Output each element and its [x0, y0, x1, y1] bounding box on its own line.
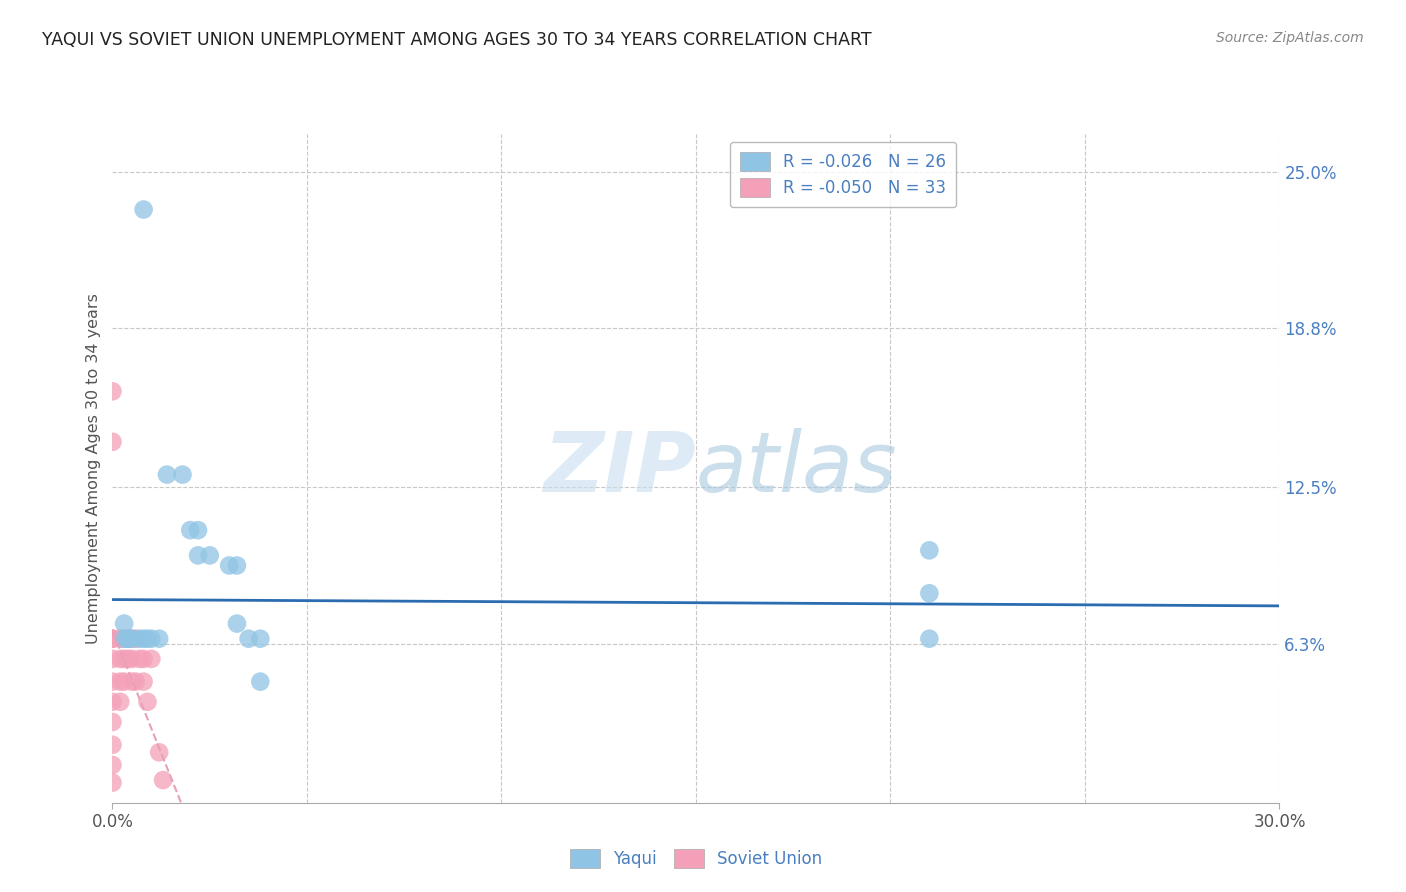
Point — [226, 616, 249, 631]
Point — [128, 652, 150, 666]
Y-axis label: Unemployment Among Ages 30 to 34 years: Unemployment Among Ages 30 to 34 years — [86, 293, 101, 644]
Point — [121, 652, 143, 666]
Point — [125, 632, 148, 646]
Point — [187, 549, 209, 563]
Point — [918, 586, 941, 600]
Point — [132, 632, 155, 646]
Point — [132, 652, 155, 666]
Point — [101, 384, 124, 399]
Point — [112, 632, 135, 646]
Point — [117, 632, 139, 646]
Point — [112, 632, 135, 646]
Text: YAQUI VS SOVIET UNION UNEMPLOYMENT AMONG AGES 30 TO 34 YEARS CORRELATION CHART: YAQUI VS SOVIET UNION UNEMPLOYMENT AMONG… — [42, 31, 872, 49]
Point — [101, 714, 124, 729]
Point — [136, 632, 159, 646]
Point — [172, 467, 194, 482]
Point — [101, 674, 124, 689]
Point — [152, 773, 174, 788]
Point — [101, 695, 124, 709]
Point — [918, 632, 941, 646]
Point — [156, 467, 179, 482]
Point — [148, 632, 170, 646]
Point — [249, 632, 271, 646]
Point — [101, 738, 124, 752]
Point — [132, 202, 155, 217]
Point — [112, 616, 135, 631]
Text: ZIP: ZIP — [543, 428, 696, 508]
Point — [121, 674, 143, 689]
Point — [117, 632, 139, 646]
Point — [112, 674, 135, 689]
Point — [141, 632, 163, 646]
Text: atlas: atlas — [696, 428, 897, 508]
Point — [101, 758, 124, 772]
Point — [128, 632, 150, 646]
Point — [110, 632, 132, 646]
Point — [226, 558, 249, 573]
Point — [121, 632, 143, 646]
Point — [148, 745, 170, 759]
Point — [249, 674, 271, 689]
Point — [136, 695, 159, 709]
Point — [101, 632, 124, 646]
Point — [198, 549, 221, 563]
Point — [132, 674, 155, 689]
Legend: Yaqui, Soviet Union: Yaqui, Soviet Union — [564, 842, 828, 875]
Point — [187, 523, 209, 537]
Point — [117, 652, 139, 666]
Point — [918, 543, 941, 558]
Point — [141, 652, 163, 666]
Point — [238, 632, 260, 646]
Point — [101, 775, 124, 789]
Point — [179, 523, 201, 537]
Point — [101, 434, 124, 449]
Point — [117, 632, 139, 646]
Text: Source: ZipAtlas.com: Source: ZipAtlas.com — [1216, 31, 1364, 45]
Point — [101, 632, 124, 646]
Point — [110, 674, 132, 689]
Point — [112, 652, 135, 666]
Point — [110, 695, 132, 709]
Point — [110, 652, 132, 666]
Point — [125, 674, 148, 689]
Point — [101, 652, 124, 666]
Point — [101, 632, 124, 646]
Point — [218, 558, 240, 573]
Point — [121, 632, 143, 646]
